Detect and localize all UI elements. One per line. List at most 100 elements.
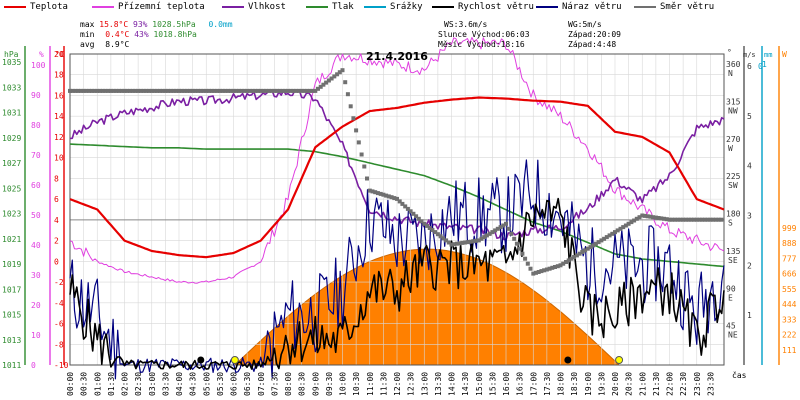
- wind-dir-point: [634, 216, 639, 221]
- wind-dir-point: [509, 231, 514, 236]
- tick-label-temperature: 2: [54, 237, 59, 246]
- axis-header-degc: °C: [55, 50, 65, 59]
- wind-dir-point: [430, 228, 435, 232]
- wind-dir-point: [127, 88, 132, 93]
- tick-label-humidity: 20: [31, 301, 41, 310]
- tick-label-time: 08:30: [298, 372, 307, 396]
- tick-label-rain: 0: [758, 62, 763, 71]
- wind-dir-point: [234, 88, 239, 93]
- tick-label-time: 12:00: [393, 372, 402, 396]
- wind-dir-point: [438, 234, 443, 239]
- axis-header-mm: mm: [764, 51, 772, 59]
- wind-dir-point: [555, 264, 560, 269]
- legend-swatch-prizemni-teplota: [92, 5, 114, 8]
- x-axis-title: čas: [732, 370, 747, 380]
- wind-dir-point: [310, 88, 315, 93]
- tick-label-pressure: 1015: [2, 311, 21, 320]
- wind-dir-point: [553, 265, 557, 269]
- tick-label-time: 07:30: [270, 372, 279, 396]
- tick-label-radiation: 555: [782, 285, 797, 294]
- tick-label-temperature: 10: [54, 154, 64, 163]
- wind-dir-point: [264, 88, 269, 93]
- wind-dir-point: [294, 88, 299, 93]
- tick-label-temperature: 14: [54, 112, 64, 121]
- wind-dir-point: [130, 88, 135, 93]
- tick-label-wind-dir: 360: [726, 60, 741, 69]
- stats-max-row: max 15.8°C 93% 1028.5hPa 0.0mm: [80, 20, 233, 30]
- wind-dir-point: [580, 250, 585, 254]
- wind-dir-point: [425, 223, 429, 228]
- wind-dir-point: [359, 152, 364, 157]
- wind-dir-point: [716, 217, 721, 222]
- wind-dir-point: [76, 88, 81, 93]
- tick-label-humidity: 80: [31, 121, 41, 130]
- legend-swatch-vlhkost: [222, 5, 244, 8]
- series-line-teplota: [69, 96, 725, 259]
- tick-label-wind-dir: 225: [726, 172, 741, 181]
- wind-dir-point: [517, 246, 522, 251]
- tick-label-radiation: 333: [782, 315, 797, 324]
- wind-dir-point: [378, 191, 383, 196]
- wind-dir-point: [498, 225, 503, 230]
- legend-item-naraz-vetru: Náraz větru: [536, 2, 622, 12]
- tick-label-time: 05:00: [202, 372, 211, 396]
- tick-label-time: 14:30: [461, 372, 470, 396]
- wind-dir-point: [155, 88, 160, 93]
- tick-label-pressure: 1021: [2, 235, 21, 244]
- wind-dir-point: [623, 223, 628, 228]
- wind-dir-point: [174, 88, 179, 93]
- legend-swatch-tlak: [306, 5, 328, 8]
- wind-dir-point: [212, 88, 217, 93]
- wind-dir-point: [479, 236, 484, 241]
- wind-dir-point: [400, 201, 405, 206]
- wind-dir-point: [187, 88, 192, 93]
- wind-dir-point: [253, 88, 258, 93]
- tick-label-time: 11:30: [379, 372, 388, 396]
- tick-label-time: 17:30: [543, 372, 552, 396]
- wind-dir-point: [171, 88, 176, 93]
- wind-dir-point: [302, 88, 307, 93]
- tick-label-temperature: -2: [54, 278, 64, 287]
- tick-label-humidity: 0: [31, 361, 36, 370]
- tick-label-humidity: 10: [31, 331, 41, 340]
- wind-dir-point: [525, 261, 530, 266]
- wind-dir-point: [536, 270, 541, 274]
- wind-dir-point: [318, 84, 323, 89]
- wind-dir-point: [667, 217, 672, 222]
- legend-item-teplota: Teplota: [4, 2, 68, 12]
- tick-label-time: 22:30: [679, 372, 688, 396]
- axes-layer: hPa% °C ° m/s mm W: [4, 46, 787, 365]
- wind-dir-point: [528, 266, 533, 271]
- wind-dir-point: [386, 194, 391, 199]
- wind-dir-point: [258, 88, 263, 93]
- wind-dir-point: [506, 226, 511, 231]
- wind-dir-point: [493, 228, 498, 233]
- wind-dir-point: [108, 88, 113, 93]
- wind-dir-point: [337, 70, 342, 75]
- wind-dir-point: [141, 88, 146, 93]
- stats-max-pressure: 1028.5hPa: [152, 20, 196, 29]
- wind-dir-point: [697, 217, 702, 222]
- tick-label-humidity: 100: [31, 61, 46, 70]
- wind-dir-point: [446, 240, 451, 245]
- tick-label-time: 13:00: [420, 372, 429, 396]
- moonset-marker: [197, 356, 205, 364]
- wind-dir-point: [152, 88, 157, 93]
- wind-dir-point: [226, 88, 231, 93]
- axis-header-ms: m/s: [743, 51, 756, 59]
- wind-dir-point: [708, 217, 713, 222]
- tick-label-humidity: 40: [31, 241, 41, 250]
- wind-dir-point: [686, 217, 691, 222]
- wind-dir-point: [305, 88, 310, 93]
- tick-label-wind-speed: 6: [747, 62, 752, 71]
- wind-dir-point: [585, 246, 590, 251]
- wind-dir-point: [231, 88, 236, 93]
- wind-dir-point: [245, 88, 250, 93]
- tick-label-time: 17:00: [529, 372, 538, 396]
- wind-dir-point: [256, 88, 260, 93]
- wind-dir-point: [384, 193, 389, 198]
- tick-label-temperature: 12: [54, 133, 64, 142]
- wind-dir-point: [514, 241, 519, 246]
- wind-dir-point: [160, 88, 165, 93]
- wind-dir-point: [119, 88, 124, 93]
